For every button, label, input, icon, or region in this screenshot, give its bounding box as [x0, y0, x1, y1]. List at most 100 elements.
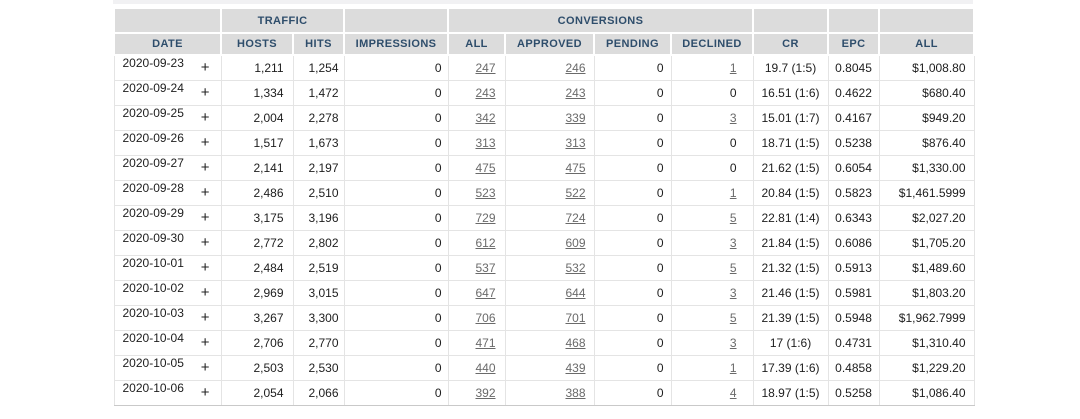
impressions-cell: 0 — [343, 230, 449, 256]
approved-cell: 388 — [504, 380, 595, 406]
all-cell: 612 — [447, 230, 506, 256]
declined-link[interactable]: 1 — [729, 186, 737, 200]
approved-link[interactable]: 388 — [565, 386, 586, 400]
all-link[interactable]: 612 — [475, 236, 496, 250]
table-row: +2020-10-04 2,706 2,770 0 471 468 0 3 17 (1:6) 0.… — [113, 330, 975, 356]
payout-cell: $1,086.40 — [878, 380, 975, 406]
date-value: 2020-10-06 — [122, 381, 184, 395]
approved-link[interactable]: 532 — [565, 261, 586, 275]
payout-cell: $1,330.00 — [878, 155, 975, 181]
declined-link[interactable]: 3 — [729, 286, 737, 300]
approved-cell: 246 — [504, 54, 595, 81]
declined-link[interactable]: 5 — [729, 261, 737, 275]
declined-cell: 1 — [670, 54, 754, 81]
expand-row-button[interactable]: + — [200, 384, 210, 401]
hits-cell: 2,770 — [292, 330, 345, 356]
declined-cell: 3 — [670, 280, 754, 306]
approved-link[interactable]: 609 — [565, 236, 586, 250]
declined-link[interactable]: 4 — [729, 386, 737, 400]
approved-link[interactable]: 701 — [565, 311, 586, 325]
approved-link[interactable]: 243 — [565, 86, 586, 100]
expand-row-button[interactable]: + — [200, 84, 210, 101]
all-link[interactable]: 706 — [475, 311, 496, 325]
column-header-conversions-all: ALL — [447, 32, 507, 56]
expand-row-button[interactable]: + — [200, 334, 210, 351]
declined-link[interactable]: 3 — [729, 111, 737, 125]
approved-link[interactable]: 468 — [565, 336, 586, 350]
hits-cell: 3,015 — [292, 280, 345, 306]
epc-cell: 0.8045 — [827, 54, 880, 81]
date-value: 2020-09-30 — [122, 231, 184, 245]
all-link[interactable]: 313 — [475, 136, 496, 150]
top-divider-strip — [113, 0, 973, 4]
all-cell: 243 — [447, 80, 506, 106]
cr-cell: 21.39 (1:5) — [752, 305, 829, 331]
approved-link[interactable]: 644 — [565, 286, 586, 300]
statistics-table: TRAFFIC CONVERSIONS DATE HOSTS HITS IMPR… — [113, 7, 976, 406]
hits-cell: 1,673 — [292, 130, 345, 156]
table-row: +2020-10-02 2,969 3,015 0 647 644 0 3 21.46 (1:5… — [113, 280, 975, 306]
epc-cell: 0.6086 — [827, 230, 880, 256]
all-link[interactable]: 342 — [475, 111, 496, 125]
all-link[interactable]: 471 — [475, 336, 496, 350]
payout-cell: $1,310.40 — [878, 330, 975, 356]
cr-cell: 15.01 (1:7) — [752, 105, 829, 131]
expand-row-button[interactable]: + — [200, 234, 210, 251]
all-link[interactable]: 475 — [475, 161, 496, 175]
hosts-cell: 2,706 — [220, 330, 294, 356]
expand-row-button[interactable]: + — [200, 59, 210, 76]
cr-cell: 20.84 (1:5) — [752, 180, 829, 206]
date-cell: +2020-09-25 — [113, 105, 222, 131]
all-link[interactable]: 647 — [475, 286, 496, 300]
approved-link[interactable]: 246 — [565, 61, 586, 75]
date-cell: +2020-09-23 — [113, 54, 222, 81]
expand-row-button[interactable]: + — [200, 209, 210, 226]
all-link[interactable]: 247 — [475, 61, 496, 75]
hosts-cell: 1,334 — [220, 80, 294, 106]
expand-row-button[interactable]: + — [200, 184, 210, 201]
approved-link[interactable]: 475 — [565, 161, 586, 175]
date-cell: +2020-10-01 — [113, 255, 222, 281]
date-value: 2020-09-27 — [122, 156, 184, 170]
expand-row-button[interactable]: + — [200, 109, 210, 126]
declined-link[interactable]: 3 — [729, 336, 737, 350]
expand-row-button[interactable]: + — [200, 309, 210, 326]
approved-link[interactable]: 724 — [565, 211, 586, 225]
declined-link[interactable]: 5 — [729, 311, 737, 325]
date-value: 2020-10-01 — [122, 256, 184, 270]
hits-cell: 2,197 — [292, 155, 345, 181]
declined-cell: 1 — [670, 180, 754, 206]
declined-cell: 5 — [670, 255, 754, 281]
approved-link[interactable]: 522 — [565, 186, 586, 200]
column-header-declined: DECLINED — [670, 32, 755, 56]
declined-link[interactable]: 1 — [729, 61, 737, 75]
date-value: 2020-09-29 — [122, 206, 184, 220]
all-link[interactable]: 392 — [475, 386, 496, 400]
all-link[interactable]: 440 — [475, 361, 496, 375]
payout-cell: $1,489.60 — [878, 255, 975, 281]
expand-row-button[interactable]: + — [200, 284, 210, 301]
impressions-cell: 0 — [343, 255, 449, 281]
expand-row-button[interactable]: + — [200, 359, 210, 376]
declined-link[interactable]: 5 — [729, 211, 737, 225]
approved-link[interactable]: 339 — [565, 111, 586, 125]
hits-cell: 2,510 — [292, 180, 345, 206]
all-cell: 523 — [447, 180, 506, 206]
all-link[interactable]: 523 — [475, 186, 496, 200]
declined-link[interactable]: 3 — [729, 236, 737, 250]
payout-cell: $949.20 — [878, 105, 975, 131]
approved-link[interactable]: 313 — [565, 136, 586, 150]
all-link[interactable]: 537 — [475, 261, 496, 275]
hits-cell: 1,254 — [292, 54, 345, 81]
expand-row-button[interactable]: + — [200, 159, 210, 176]
group-header-row: TRAFFIC CONVERSIONS — [113, 7, 976, 34]
expand-row-button[interactable]: + — [200, 134, 210, 151]
approved-link[interactable]: 439 — [565, 361, 586, 375]
declined-link[interactable]: 1 — [729, 361, 737, 375]
all-link[interactable]: 729 — [475, 211, 496, 225]
column-header-approved: APPROVED — [504, 32, 596, 56]
pending-cell: 0 — [593, 205, 672, 231]
expand-row-button[interactable]: + — [200, 259, 210, 276]
all-link[interactable]: 243 — [475, 86, 496, 100]
epc-cell: 0.4731 — [827, 330, 880, 356]
